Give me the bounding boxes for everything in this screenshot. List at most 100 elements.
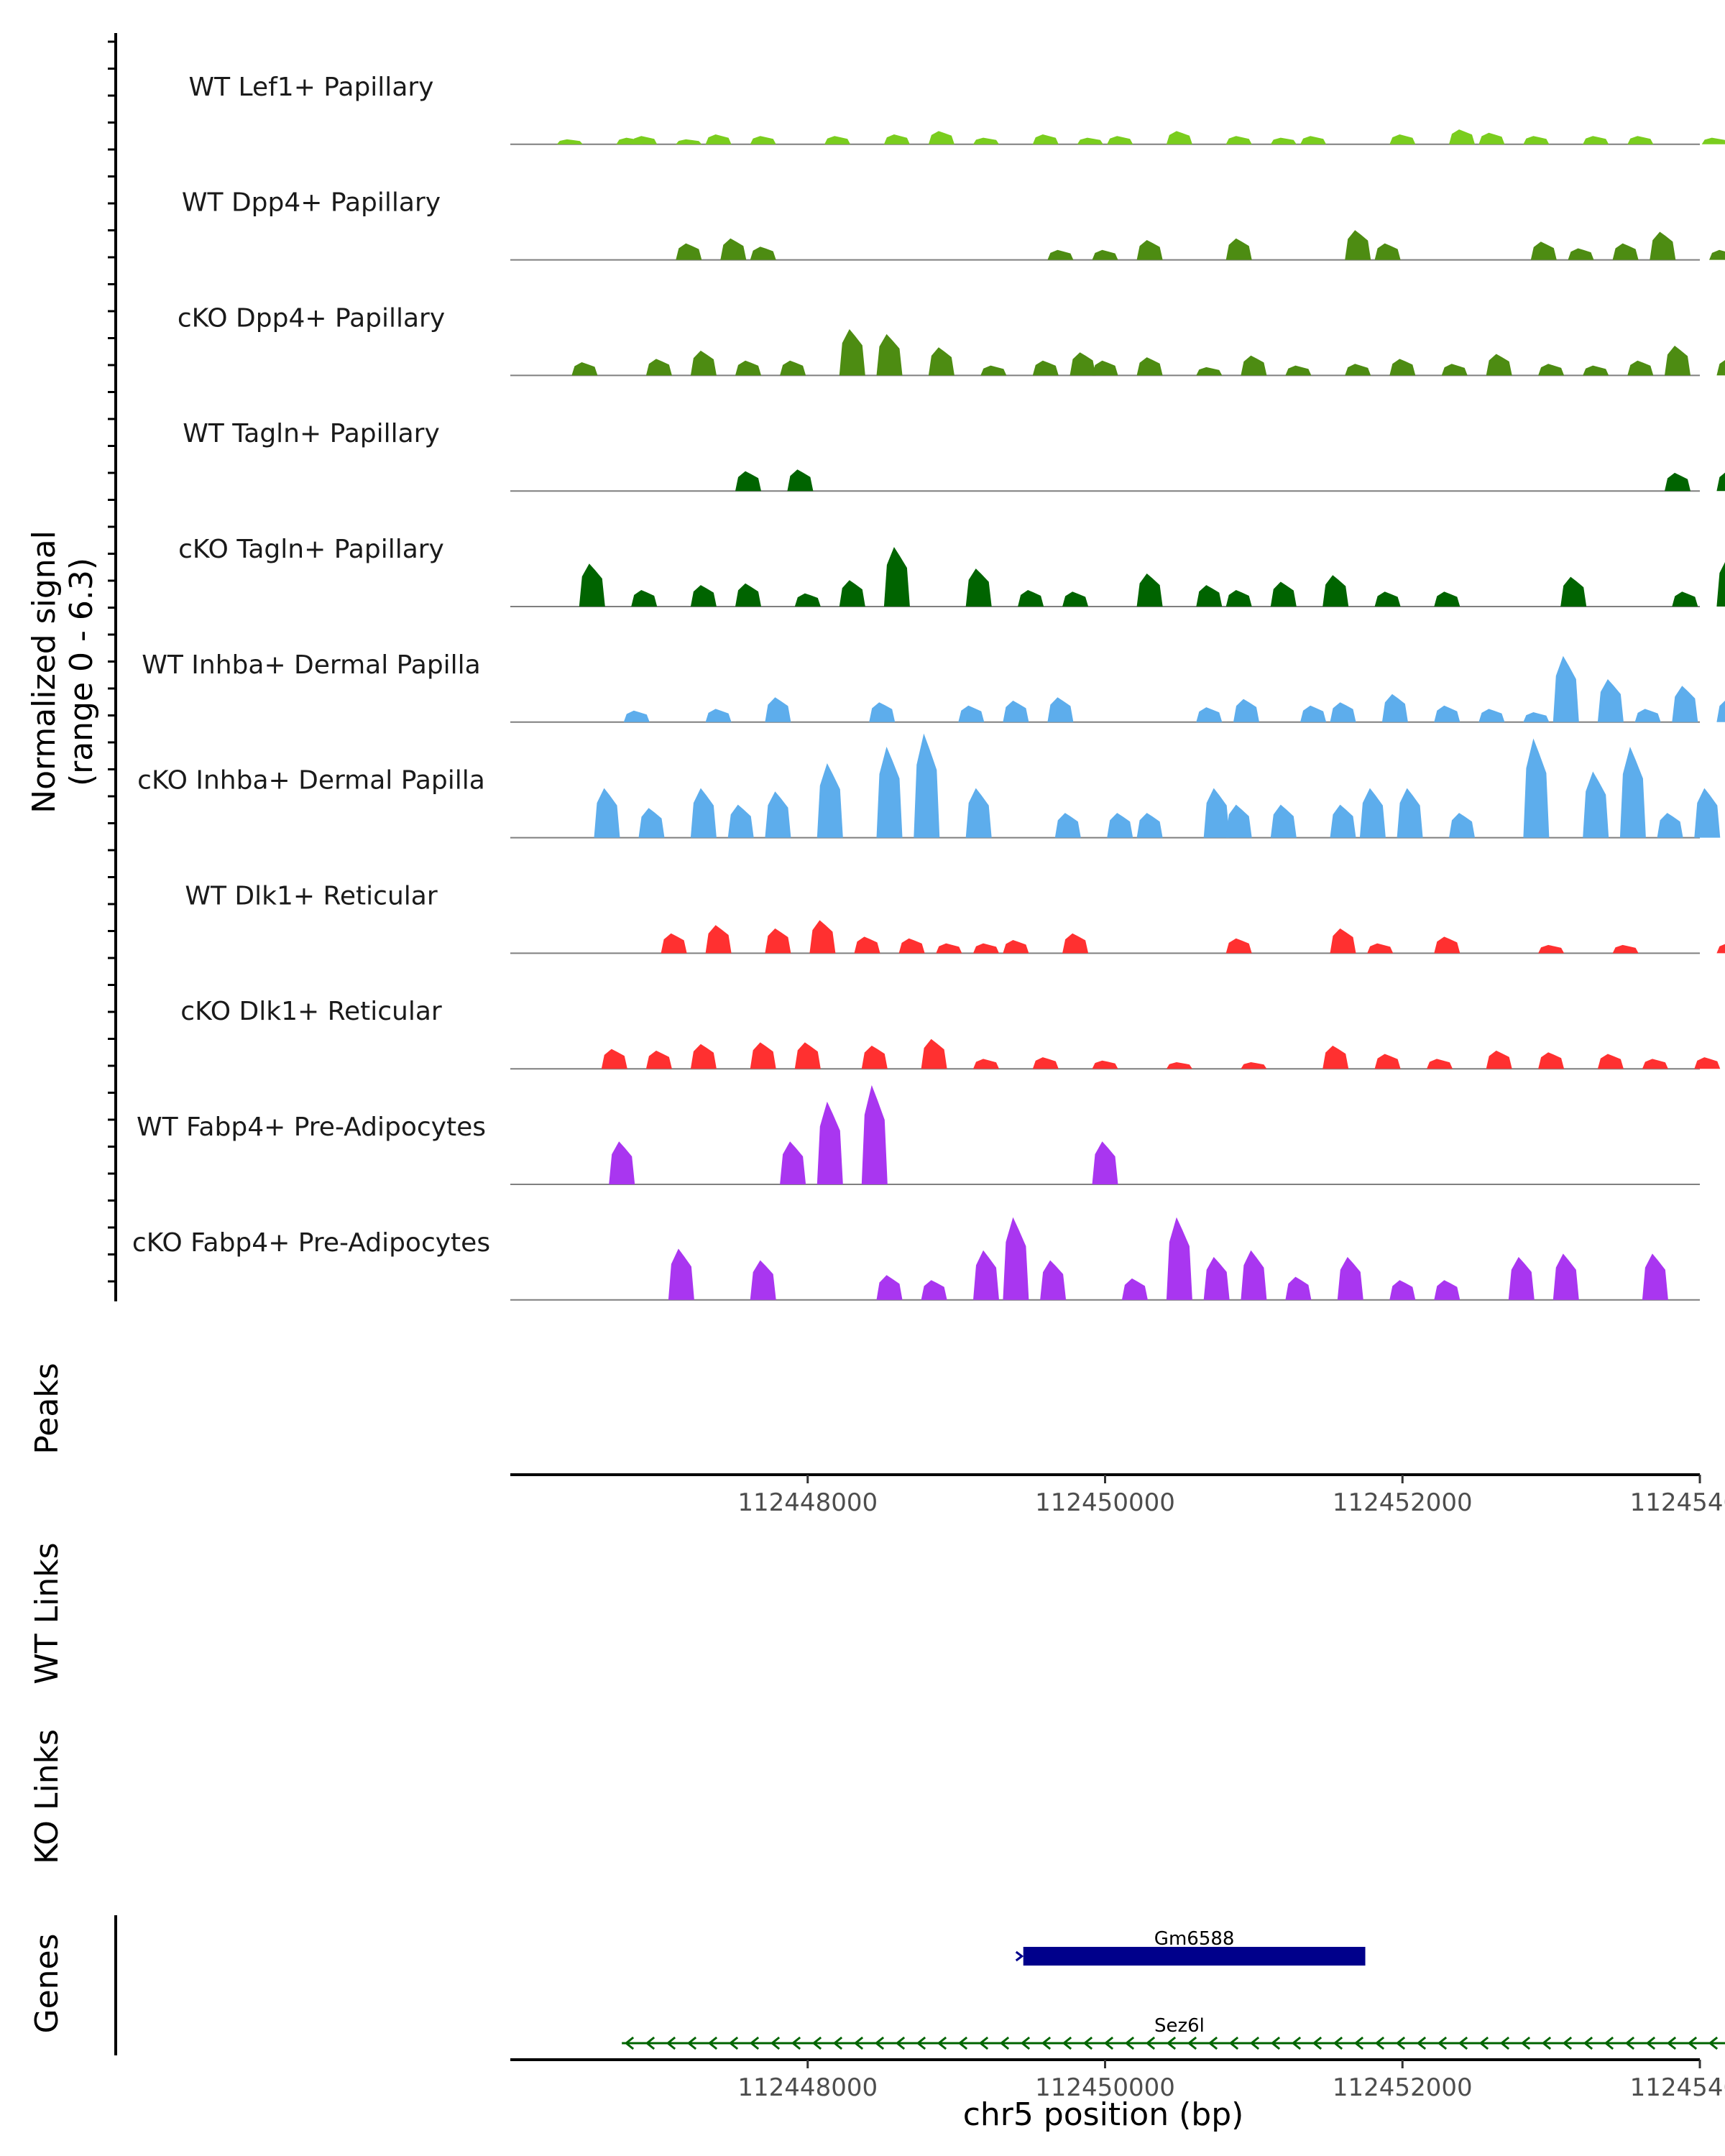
signal-peak [1359, 788, 1386, 838]
strand-arrow [624, 2036, 635, 2050]
signal-peak [1538, 364, 1565, 376]
signal-peak [623, 710, 650, 722]
track-5: cKO Tagln+ Papillary [178, 535, 1725, 607]
signal-peak [958, 705, 985, 722]
signal-peak [1322, 1046, 1349, 1069]
strand-arrow [1291, 2036, 1302, 2050]
signal-peak [1627, 136, 1654, 144]
strand-arrow [1187, 2036, 1197, 2050]
signal-peak [1583, 136, 1609, 144]
track-label: cKO Fabp4+ Pre-Adipocytes [132, 1228, 490, 1258]
track-2: WT Dpp4+ Papillary [182, 188, 1725, 261]
track-3: cKO Dpp4+ Papillary [178, 303, 1725, 377]
signal-peak [1478, 709, 1505, 722]
signal-peak [1552, 655, 1579, 722]
signal-peak [1389, 1280, 1416, 1300]
signal-peak [1241, 1250, 1267, 1300]
signal-peak [1634, 709, 1661, 722]
signal-peak [1701, 137, 1725, 144]
strand-arrow [1082, 2036, 1093, 2050]
signal-peak [765, 791, 791, 838]
signal-peak [631, 590, 658, 607]
strand-arrow [1374, 2036, 1385, 2050]
gene-Gm6588: Gm6588 [1015, 1928, 1366, 1966]
signal-peak [1077, 137, 1103, 144]
signal-peak [973, 1059, 999, 1069]
signal-peak [1612, 944, 1639, 954]
signal-peak [1583, 771, 1609, 838]
track-label: cKO Inhba+ Dermal Papilla [137, 766, 485, 796]
strand-arrow [770, 2036, 781, 2050]
track-8: WT Dlk1+ Reticular [185, 881, 1725, 954]
signal-peak [690, 350, 717, 376]
strand-arrow [1604, 2036, 1614, 2050]
signal-peak [1092, 360, 1118, 376]
signal-peak [1032, 360, 1059, 376]
signal-peak [921, 1038, 947, 1069]
signal-peak [1136, 357, 1163, 376]
signal-peak [750, 1260, 776, 1300]
signal-peak [1523, 136, 1550, 144]
strand-arrow [811, 2036, 822, 2050]
genes-tick-label: 112448000 [737, 2073, 878, 2102]
peaks-panel-title: Peaks [29, 1363, 65, 1454]
signal-peak [727, 804, 754, 838]
strand-arrow [1645, 2036, 1656, 2050]
signal-peak [1070, 352, 1096, 376]
signal-peak [898, 938, 925, 954]
signal-peak [1672, 686, 1698, 722]
signal-peak [921, 1280, 947, 1300]
strand-arrow [1541, 2036, 1552, 2050]
signal-peak [1642, 1059, 1668, 1069]
signal-peak [1374, 591, 1401, 607]
y-axis-title-line1: Normalized signal [26, 530, 63, 814]
track-11: cKO Fabp4+ Pre-Adipocytes [132, 1217, 1700, 1301]
strand-arrow [957, 2036, 968, 2050]
strand-arrow [749, 2036, 760, 2050]
strand-arrow [1249, 2036, 1260, 2050]
signal-peak [883, 134, 910, 144]
signal-peak [1486, 1050, 1512, 1069]
signal-peak [973, 1250, 999, 1300]
signal-peak [1597, 679, 1624, 722]
strand-arrow [1228, 2036, 1239, 2050]
strand-arrow [1145, 2036, 1156, 2050]
signal-peak [1136, 813, 1163, 838]
strand-arrow [1666, 2036, 1677, 2050]
signal-peak [1107, 136, 1133, 144]
signal-peak [1665, 472, 1690, 492]
gene-label: Sez6l [1154, 2015, 1205, 2037]
signal-peak [1166, 131, 1192, 144]
signal-peak [1434, 591, 1460, 607]
signal-peak [965, 568, 992, 607]
signal-peak [1538, 1052, 1565, 1069]
signal-peak [1062, 591, 1089, 607]
signal-peak [1136, 240, 1163, 260]
track-1: WT Lef1+ Papillary [189, 73, 1725, 145]
peaks-tick-label: 112452000 [1333, 1488, 1473, 1517]
signal-peak [1330, 928, 1356, 954]
signal-peak [1136, 573, 1163, 607]
signal-peak [1062, 933, 1089, 954]
signal-peak [1389, 134, 1416, 144]
strand-arrow [791, 2036, 801, 2050]
signal-peak [1330, 702, 1356, 722]
signal-peak [1196, 707, 1223, 722]
track-9: cKO Dlk1+ Reticular [180, 997, 1721, 1070]
signal-peak [973, 137, 999, 144]
track-label: cKO Dlk1+ Reticular [180, 997, 442, 1026]
signal-peak [1374, 243, 1401, 260]
signal-peak [735, 360, 761, 376]
signal-peak [1449, 813, 1475, 838]
strand-arrow [1103, 2036, 1114, 2050]
signal-peak [1225, 238, 1252, 260]
signal-peak [1345, 364, 1371, 376]
strand-arrow [728, 2036, 739, 2050]
signal-peak [1716, 944, 1725, 954]
signal-peak [869, 702, 896, 722]
track-label: WT Lef1+ Papillary [189, 73, 434, 102]
signal-peak [676, 243, 702, 260]
genes-panel-title: Genes [29, 1933, 65, 2033]
signal-peak [928, 131, 954, 144]
signal-peak [1374, 1054, 1401, 1069]
